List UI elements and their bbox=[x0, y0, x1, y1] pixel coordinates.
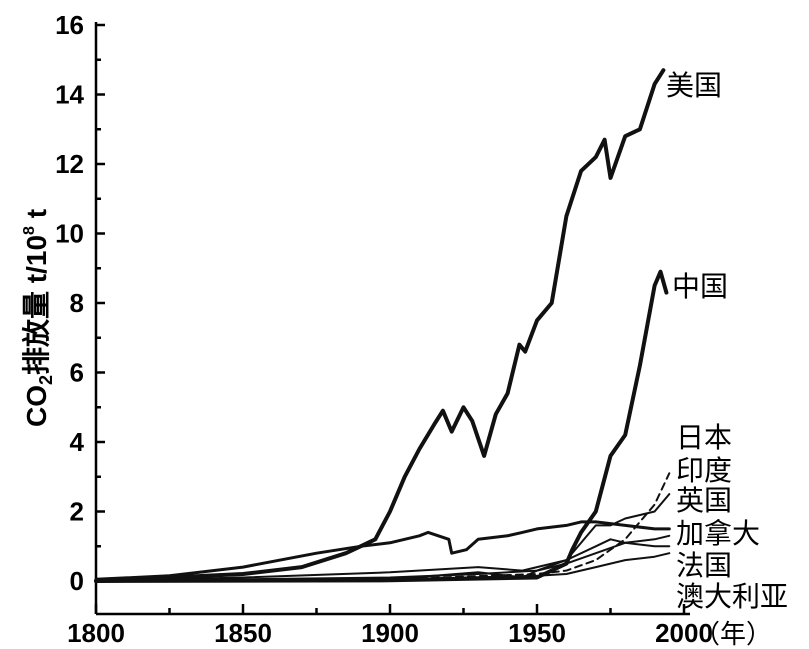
series-line-0 bbox=[94, 68, 666, 583]
series-lines bbox=[94, 68, 671, 583]
series-line-5 bbox=[95, 534, 671, 582]
series-line-1 bbox=[94, 269, 669, 583]
y-tick-label: 14 bbox=[55, 80, 84, 110]
series-label-7: 澳大利亚 bbox=[676, 580, 788, 613]
x-tick-label: 1850 bbox=[214, 618, 272, 648]
x-tick-label: 2000 bbox=[655, 618, 713, 648]
series-label-0: 美国 bbox=[666, 69, 722, 102]
series-label-4: 英国 bbox=[676, 484, 732, 517]
axes: 0 2 4 6 8 10 12 14 16 1800 1850 1900 1950 2000 bbox=[55, 10, 713, 648]
series-label-5: 加拿大 bbox=[676, 517, 760, 550]
axis-tick-labels: 0 2 4 6 8 10 12 14 16 1800 1850 1900 1950 2000 bbox=[55, 10, 713, 648]
axis-ticks bbox=[94, 23, 686, 614]
y-tick-label: 2 bbox=[70, 497, 84, 527]
y-tick-label: 6 bbox=[70, 358, 84, 388]
y-tick-label: 16 bbox=[55, 10, 84, 40]
series-label-2: 日本 bbox=[676, 421, 732, 454]
series-label-1: 中国 bbox=[672, 270, 728, 303]
y-axis-label-base: CO bbox=[21, 385, 52, 427]
x-tick-label: 1950 bbox=[508, 618, 566, 648]
x-axis-label: （年） bbox=[694, 620, 772, 649]
x-tick-label: 1900 bbox=[361, 618, 419, 648]
series-line-6 bbox=[95, 538, 671, 582]
x-tick-label: 1800 bbox=[67, 618, 125, 648]
series-line-2 bbox=[95, 493, 671, 582]
y-tick-label: 0 bbox=[70, 566, 84, 596]
y-tick-label: 12 bbox=[55, 149, 84, 179]
series-label-6: 法国 bbox=[676, 549, 732, 582]
series-line-7 bbox=[95, 552, 671, 582]
y-tick-label: 8 bbox=[70, 288, 84, 318]
y-axis-label-subscript: 2 bbox=[36, 375, 56, 385]
series-line-4 bbox=[94, 520, 671, 581]
series-label-3: 印度 bbox=[676, 454, 732, 487]
y-axis-label: CO2排放量 t/108 t bbox=[20, 209, 56, 427]
y-axis-label-superscript: 8 bbox=[21, 226, 38, 235]
y-tick-label: 4 bbox=[70, 427, 85, 457]
y-tick-label: 10 bbox=[55, 219, 84, 249]
y-axis-label-unit: t bbox=[21, 209, 52, 226]
y-axis-label-main: 排放量 t/10 bbox=[20, 235, 52, 375]
